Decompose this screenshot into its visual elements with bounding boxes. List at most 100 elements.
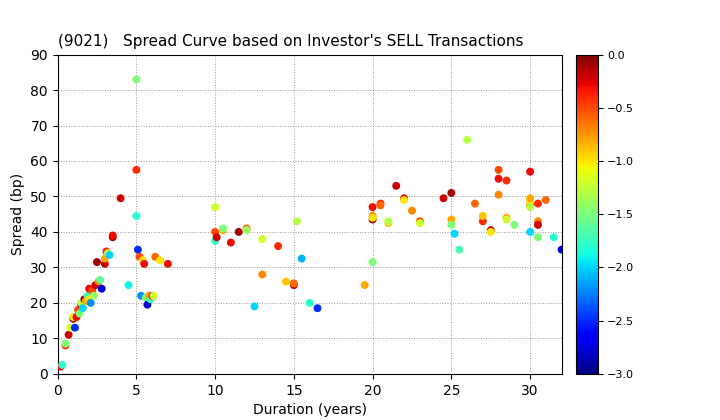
Point (454, 246, 465, 253)
Point (150, 253, 161, 260)
Point (122, 282, 134, 289)
Point (462, 136, 473, 143)
Point (211, 234, 222, 241)
Point (86, 287, 98, 294)
Point (142, 301, 153, 308)
Point (366, 214, 379, 221)
Point (115, 195, 127, 202)
Point (104, 252, 115, 258)
Point (154, 257, 166, 264)
Point (524, 168, 536, 175)
Text: (9021)   Spread Curve based on Investor's SELL Transactions: (9021) Spread Curve based on Investor's … (58, 34, 523, 49)
Point (217, 227, 229, 234)
Point (137, 257, 148, 264)
Point (288, 280, 300, 287)
Point (76, 299, 87, 306)
Point (99, 255, 111, 262)
Point (532, 234, 544, 241)
Point (500, 216, 512, 223)
Point (210, 237, 221, 244)
Point (500, 214, 512, 221)
Point (524, 195, 536, 202)
Point (280, 278, 292, 285)
Point (366, 213, 379, 219)
Point (76, 301, 87, 308)
Point (74, 310, 86, 317)
Point (508, 221, 520, 228)
Point (500, 177, 512, 184)
Point (248, 303, 260, 310)
Point (296, 255, 307, 262)
Point (469, 200, 481, 207)
Point (135, 292, 147, 299)
Point (69, 324, 81, 331)
Point (210, 228, 221, 235)
Point (101, 248, 112, 255)
Point (477, 218, 489, 225)
Point (240, 225, 252, 232)
Point (225, 239, 237, 246)
Point (524, 202, 536, 209)
Point (485, 227, 497, 234)
Point (240, 227, 252, 234)
Point (85, 299, 96, 306)
Point (556, 246, 567, 253)
Point (312, 305, 323, 312)
Point (414, 220, 426, 226)
Point (77, 305, 89, 312)
Point (82, 292, 94, 299)
Point (366, 204, 379, 210)
Point (84, 296, 95, 303)
Point (398, 197, 410, 203)
Point (60, 340, 71, 347)
Point (492, 166, 504, 173)
Point (366, 259, 379, 265)
Point (80, 298, 91, 304)
Point (84, 285, 95, 292)
Point (68, 314, 79, 320)
Point (140, 294, 151, 301)
Point (130, 166, 142, 173)
Point (102, 250, 114, 257)
Point (89, 282, 101, 289)
Point (524, 228, 536, 235)
Point (143, 292, 155, 299)
Point (148, 292, 159, 299)
Y-axis label: Spread (bp): Spread (bp) (11, 173, 24, 255)
Point (65, 324, 76, 331)
Point (55, 363, 66, 370)
Point (57, 362, 68, 368)
Point (304, 299, 315, 306)
Point (288, 282, 300, 289)
Point (78, 296, 90, 303)
Point (134, 253, 145, 260)
Point (548, 234, 559, 241)
Point (71, 314, 82, 320)
Point (210, 204, 221, 210)
Point (477, 213, 489, 219)
Point (256, 236, 268, 242)
Point (72, 307, 84, 313)
Point (107, 234, 119, 241)
Point (398, 195, 410, 202)
Point (130, 213, 142, 219)
Point (492, 192, 504, 198)
Point (68, 315, 79, 322)
Point (132, 246, 144, 253)
Point (88, 292, 99, 299)
Point (138, 260, 150, 267)
Point (374, 200, 386, 207)
Point (374, 202, 386, 209)
Point (145, 296, 156, 303)
Point (524, 198, 536, 205)
Point (63, 331, 74, 338)
Point (446, 189, 457, 196)
Point (146, 292, 158, 299)
Point (291, 218, 302, 225)
Point (233, 228, 245, 235)
Point (532, 221, 544, 228)
Point (96, 285, 107, 292)
Point (366, 216, 379, 223)
Point (406, 207, 418, 214)
Point (485, 228, 497, 235)
